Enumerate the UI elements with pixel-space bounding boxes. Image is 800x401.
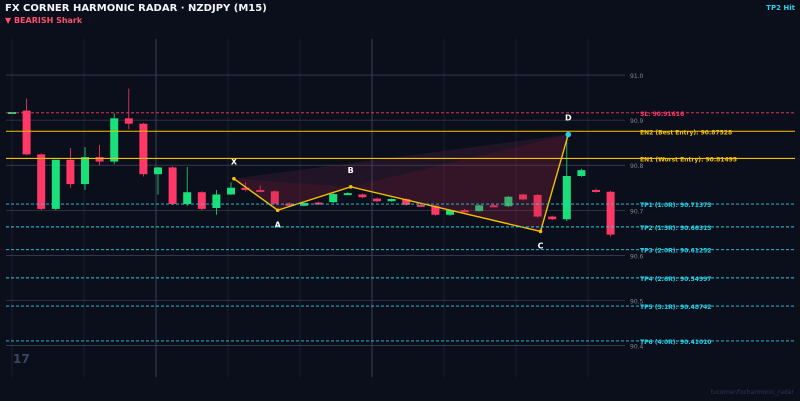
y-tick-label: 90.9 xyxy=(630,118,644,125)
y-tick-label: 90.6 xyxy=(630,253,644,260)
pivot-label: B xyxy=(348,166,354,175)
candle-body xyxy=(402,198,411,205)
tradingview-logo: 17 xyxy=(13,352,30,366)
candle-body xyxy=(241,187,250,190)
candle-body xyxy=(51,159,60,209)
candle-body xyxy=(285,203,294,206)
candle-body xyxy=(37,154,46,209)
pivot-point xyxy=(565,131,572,138)
chart-title: FX CORNER HARMONIC RADAR · NZDJPY (M15) xyxy=(5,3,267,14)
candle-body xyxy=(373,198,381,202)
footer-credit: tvcorner/fxcharmonic_radar xyxy=(710,389,794,396)
price-axis: 90.4 90.5 90.6 90.7 90.8 90.9 91.0 xyxy=(630,73,644,350)
level-label: TP6 (4.0R): 90.41010 xyxy=(640,339,711,346)
pattern-direction: ▼ BEARISH Shark xyxy=(5,16,83,25)
candle-body xyxy=(197,192,206,209)
candle-body xyxy=(592,189,600,192)
candle-body xyxy=(227,187,235,195)
candle-body xyxy=(329,194,338,203)
candle-body xyxy=(81,157,89,185)
pivot-point xyxy=(275,208,280,213)
y-tick-label: 91.0 xyxy=(630,73,644,80)
y-tick-label: 90.5 xyxy=(630,298,644,305)
pivot-point xyxy=(538,229,543,234)
trade-levels: SL: 90.91616 EN2 (Best Entry): 90.87528 EN… xyxy=(6,111,795,346)
level-label: SL: 90.91616 xyxy=(640,111,684,118)
level-label: TP2 (1.5R): 90.66313 xyxy=(640,225,711,232)
level-label: EN2 (Best Entry): 90.87528 xyxy=(640,129,732,136)
candle-body xyxy=(358,194,367,198)
candle-body xyxy=(606,191,615,235)
candle-body xyxy=(343,193,352,196)
pivot-label: A xyxy=(275,220,282,229)
candle-body xyxy=(562,176,571,220)
candle-body xyxy=(460,210,469,213)
pivot-point xyxy=(232,176,236,181)
candle-body xyxy=(533,194,542,217)
candle-body xyxy=(270,191,279,204)
candle-body xyxy=(95,157,104,162)
status-badge: TP2 Hit xyxy=(766,4,795,12)
y-tick-label: 90.8 xyxy=(630,163,644,170)
pivot-label: X xyxy=(231,158,238,167)
y-tick-label: 90.4 xyxy=(630,343,644,350)
candle-body xyxy=(577,170,586,177)
xbd-triangle xyxy=(233,134,569,187)
candle-body xyxy=(124,118,133,124)
level-label: TP5 (3.1R): 90.48742 xyxy=(640,304,711,311)
level-label: EN1 (Worst Entry): 90.81495 xyxy=(640,156,737,163)
chart-grid xyxy=(6,39,625,377)
candle-body xyxy=(548,216,557,220)
candle-body xyxy=(431,205,440,215)
level-label: TP1 (1.0R): 90.71373 xyxy=(640,202,711,209)
candle-body xyxy=(446,210,454,215)
candle-body xyxy=(504,196,513,207)
xab-triangle xyxy=(233,178,351,211)
candle-body xyxy=(22,110,31,155)
candle-body xyxy=(489,205,498,208)
pattern-overlay: X A B C D xyxy=(231,114,572,251)
candle-body xyxy=(183,192,192,204)
pivot-point xyxy=(348,185,353,189)
candle-body xyxy=(139,123,148,175)
candle-body xyxy=(66,159,75,185)
candles xyxy=(8,88,615,237)
level-label: TP4 (2.6R): 90.54997 xyxy=(640,276,711,283)
candle-body xyxy=(519,194,527,200)
level-label: TP3 (2.0R): 90.61252 xyxy=(640,248,711,255)
pivot-label: D xyxy=(565,114,572,123)
candle-body xyxy=(256,189,265,192)
y-tick-label: 90.7 xyxy=(630,208,644,215)
candle-body xyxy=(110,118,119,162)
candle-body xyxy=(475,205,484,212)
candle-body xyxy=(314,202,323,205)
candle-body xyxy=(212,194,221,208)
pivot-label: C xyxy=(538,241,544,250)
candle-body xyxy=(168,167,177,204)
candle-body xyxy=(387,198,396,202)
candle-body xyxy=(416,204,425,207)
candle-body xyxy=(154,167,162,175)
